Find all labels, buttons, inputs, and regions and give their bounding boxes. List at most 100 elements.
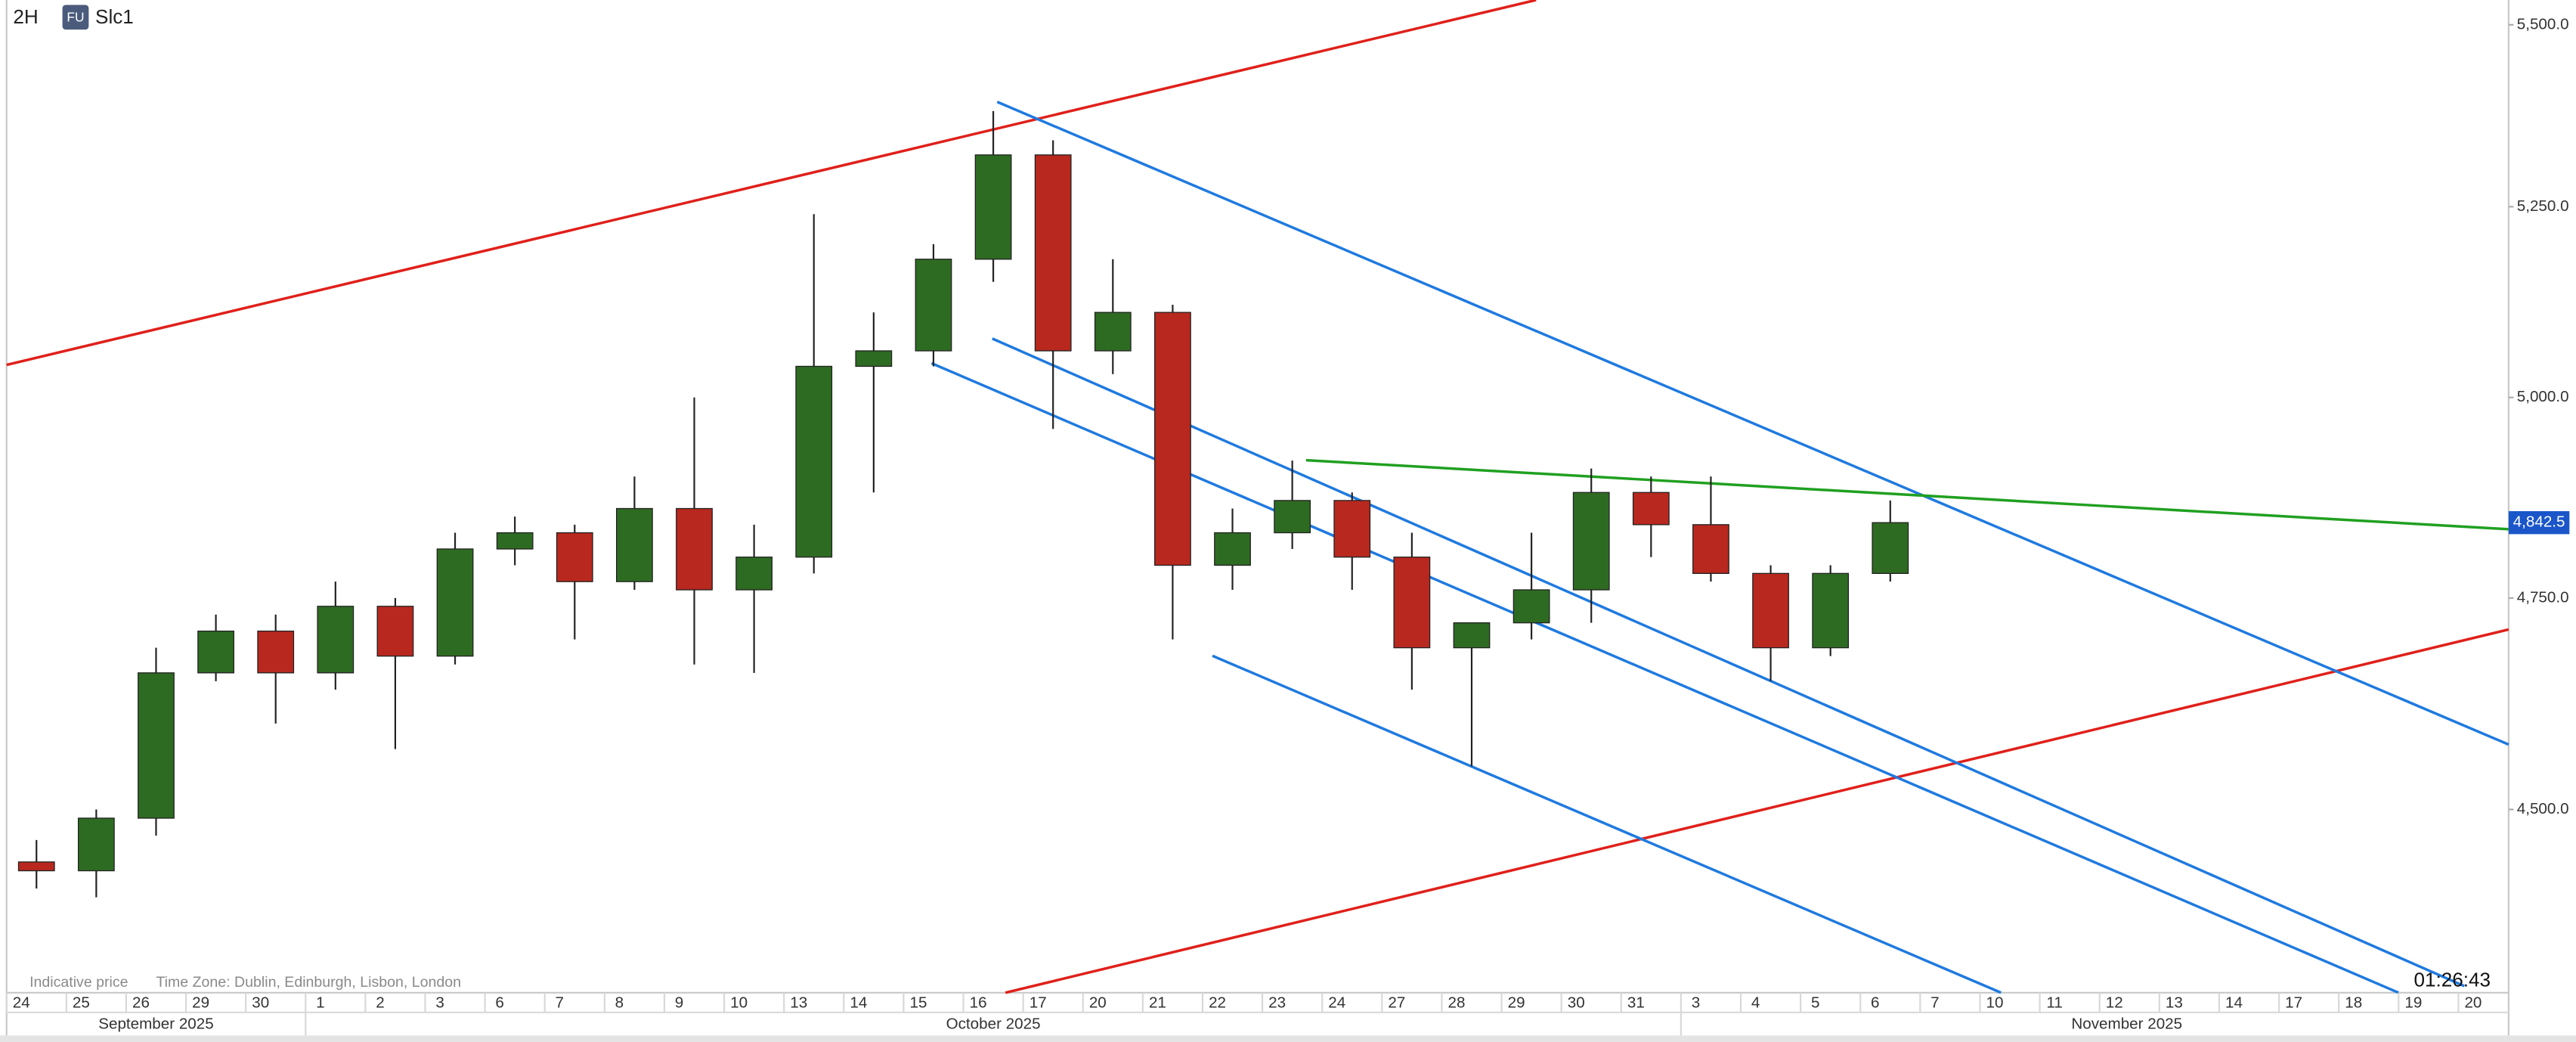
x-tick-label: 3: [435, 994, 444, 1011]
candle-body: [257, 630, 295, 674]
x-tick-label: 26: [132, 994, 150, 1011]
candle-body: [138, 672, 175, 819]
candle-body: [1154, 312, 1191, 566]
y-tick-label: 5,250.0: [2517, 197, 2569, 215]
x-tick-label: 6: [1871, 994, 1879, 1011]
x-tick-label: 20: [1089, 994, 1107, 1011]
candle-body: [915, 259, 952, 352]
candle-body: [1692, 524, 1729, 574]
last-price-box: [2508, 510, 2570, 535]
x-tick-label: 17: [2285, 994, 2302, 1011]
trend-line: [1305, 458, 2509, 531]
x-tick-label: 13: [790, 994, 807, 1011]
y-tick-label: 5,500.0: [2517, 15, 2569, 33]
candle-body: [436, 548, 474, 657]
x-tick-label: 14: [2225, 994, 2243, 1011]
badge-box: [62, 5, 89, 30]
x-tick-label: 29: [1508, 994, 1525, 1011]
x-tick-label: 16: [970, 994, 987, 1011]
y-tick-label: 5,000.0: [2517, 388, 2569, 405]
candle-body: [855, 350, 893, 367]
y-tick-label: 4,750.0: [2517, 588, 2569, 606]
time-zone: Time Zone: Dublin, Edinburgh, Lisbon, Lo…: [156, 974, 461, 991]
x-tick-label: 20: [2464, 994, 2482, 1011]
x-tick-label: 2: [376, 994, 384, 1011]
x-tick-label: 3: [1692, 994, 1700, 1011]
trend-line: [6, 0, 1537, 367]
candle-body: [1333, 500, 1371, 558]
x-tick-label: 6: [495, 994, 503, 1011]
countdown: 01:26:43: [2413, 968, 2491, 991]
indicative-note: Indicative price: [29, 974, 128, 991]
candle-body: [1812, 572, 1850, 649]
candle-body: [197, 630, 234, 674]
x-tick-label: 22: [1209, 994, 1226, 1011]
trend-line: [992, 337, 2465, 988]
candle-body: [556, 532, 593, 582]
x-tick-label: 11: [2046, 994, 2062, 1011]
candle-body: [1214, 532, 1251, 566]
x-tick-label: 24: [1328, 994, 1345, 1011]
x-tick-label: 8: [615, 994, 624, 1011]
candle-body: [1034, 154, 1072, 352]
x-tick-label: 9: [675, 994, 683, 1011]
x-tick-label: 10: [730, 994, 748, 1011]
x-tick-label: 29: [192, 994, 209, 1011]
x-tick-label: 15: [909, 994, 927, 1011]
x-tick-label: 25: [73, 994, 90, 1011]
candle-body: [1094, 312, 1132, 352]
x-tick-label: 30: [1568, 994, 1585, 1011]
candle-body: [1872, 522, 1909, 574]
trend-line: [1005, 628, 2509, 994]
candle-body: [676, 507, 713, 591]
x-tick-label: 30: [252, 994, 269, 1011]
candle-body: [1274, 500, 1311, 534]
trend-line: [1212, 654, 2002, 994]
last-price-label: 4,842.5: [2513, 513, 2565, 531]
x-tick-label: 23: [1268, 994, 1286, 1011]
candle-body: [77, 817, 115, 872]
candle-body: [974, 154, 1012, 260]
x-tick-label: 1: [316, 994, 324, 1011]
x-tick-label: 18: [2345, 994, 2362, 1011]
symbol: Slc1: [95, 5, 134, 28]
x-tick-label: 13: [2166, 994, 2183, 1011]
x-tick-label: 4: [1751, 994, 1760, 1011]
candle-body: [795, 365, 833, 558]
month-label: September 2025: [98, 1016, 214, 1033]
x-tick-label: 21: [1149, 994, 1166, 1011]
month-label: November 2025: [2071, 1016, 2182, 1033]
x-tick-label: 12: [2106, 994, 2123, 1011]
candle-body: [17, 861, 55, 872]
x-tick-label: 10: [1986, 994, 2004, 1011]
candle-body: [376, 606, 414, 657]
interval: 2H: [13, 5, 38, 28]
candle-body: [616, 507, 653, 582]
x-tick-label: 7: [556, 994, 564, 1011]
bottom-strip: [0, 1035, 2576, 1042]
candle-body: [1512, 589, 1550, 624]
x-tick-label: 5: [1811, 994, 1819, 1011]
x-tick-label: 17: [1029, 994, 1047, 1011]
candle-body: [1752, 572, 1789, 649]
x-tick-label: 7: [1930, 994, 1939, 1011]
x-tick-label: 14: [850, 994, 867, 1011]
trend-line: [996, 101, 2509, 746]
x-tick-label: 24: [13, 994, 30, 1011]
candle-body: [317, 606, 355, 674]
candle-body: [1572, 492, 1610, 591]
candle-body: [735, 557, 773, 591]
x-tick-label: 31: [1627, 994, 1645, 1011]
candle-body: [496, 532, 534, 550]
x-tick-label: 28: [1448, 994, 1466, 1011]
candle-body: [1453, 622, 1491, 649]
candle-body: [1632, 492, 1670, 526]
candle-body: [1393, 557, 1431, 649]
x-tick-label: 19: [2404, 994, 2422, 1011]
badge: FU: [67, 10, 84, 25]
candles: [17, 110, 1909, 898]
x-tick-label: 27: [1388, 994, 1405, 1011]
y-tick-label: 4,500.0: [2517, 800, 2569, 817]
